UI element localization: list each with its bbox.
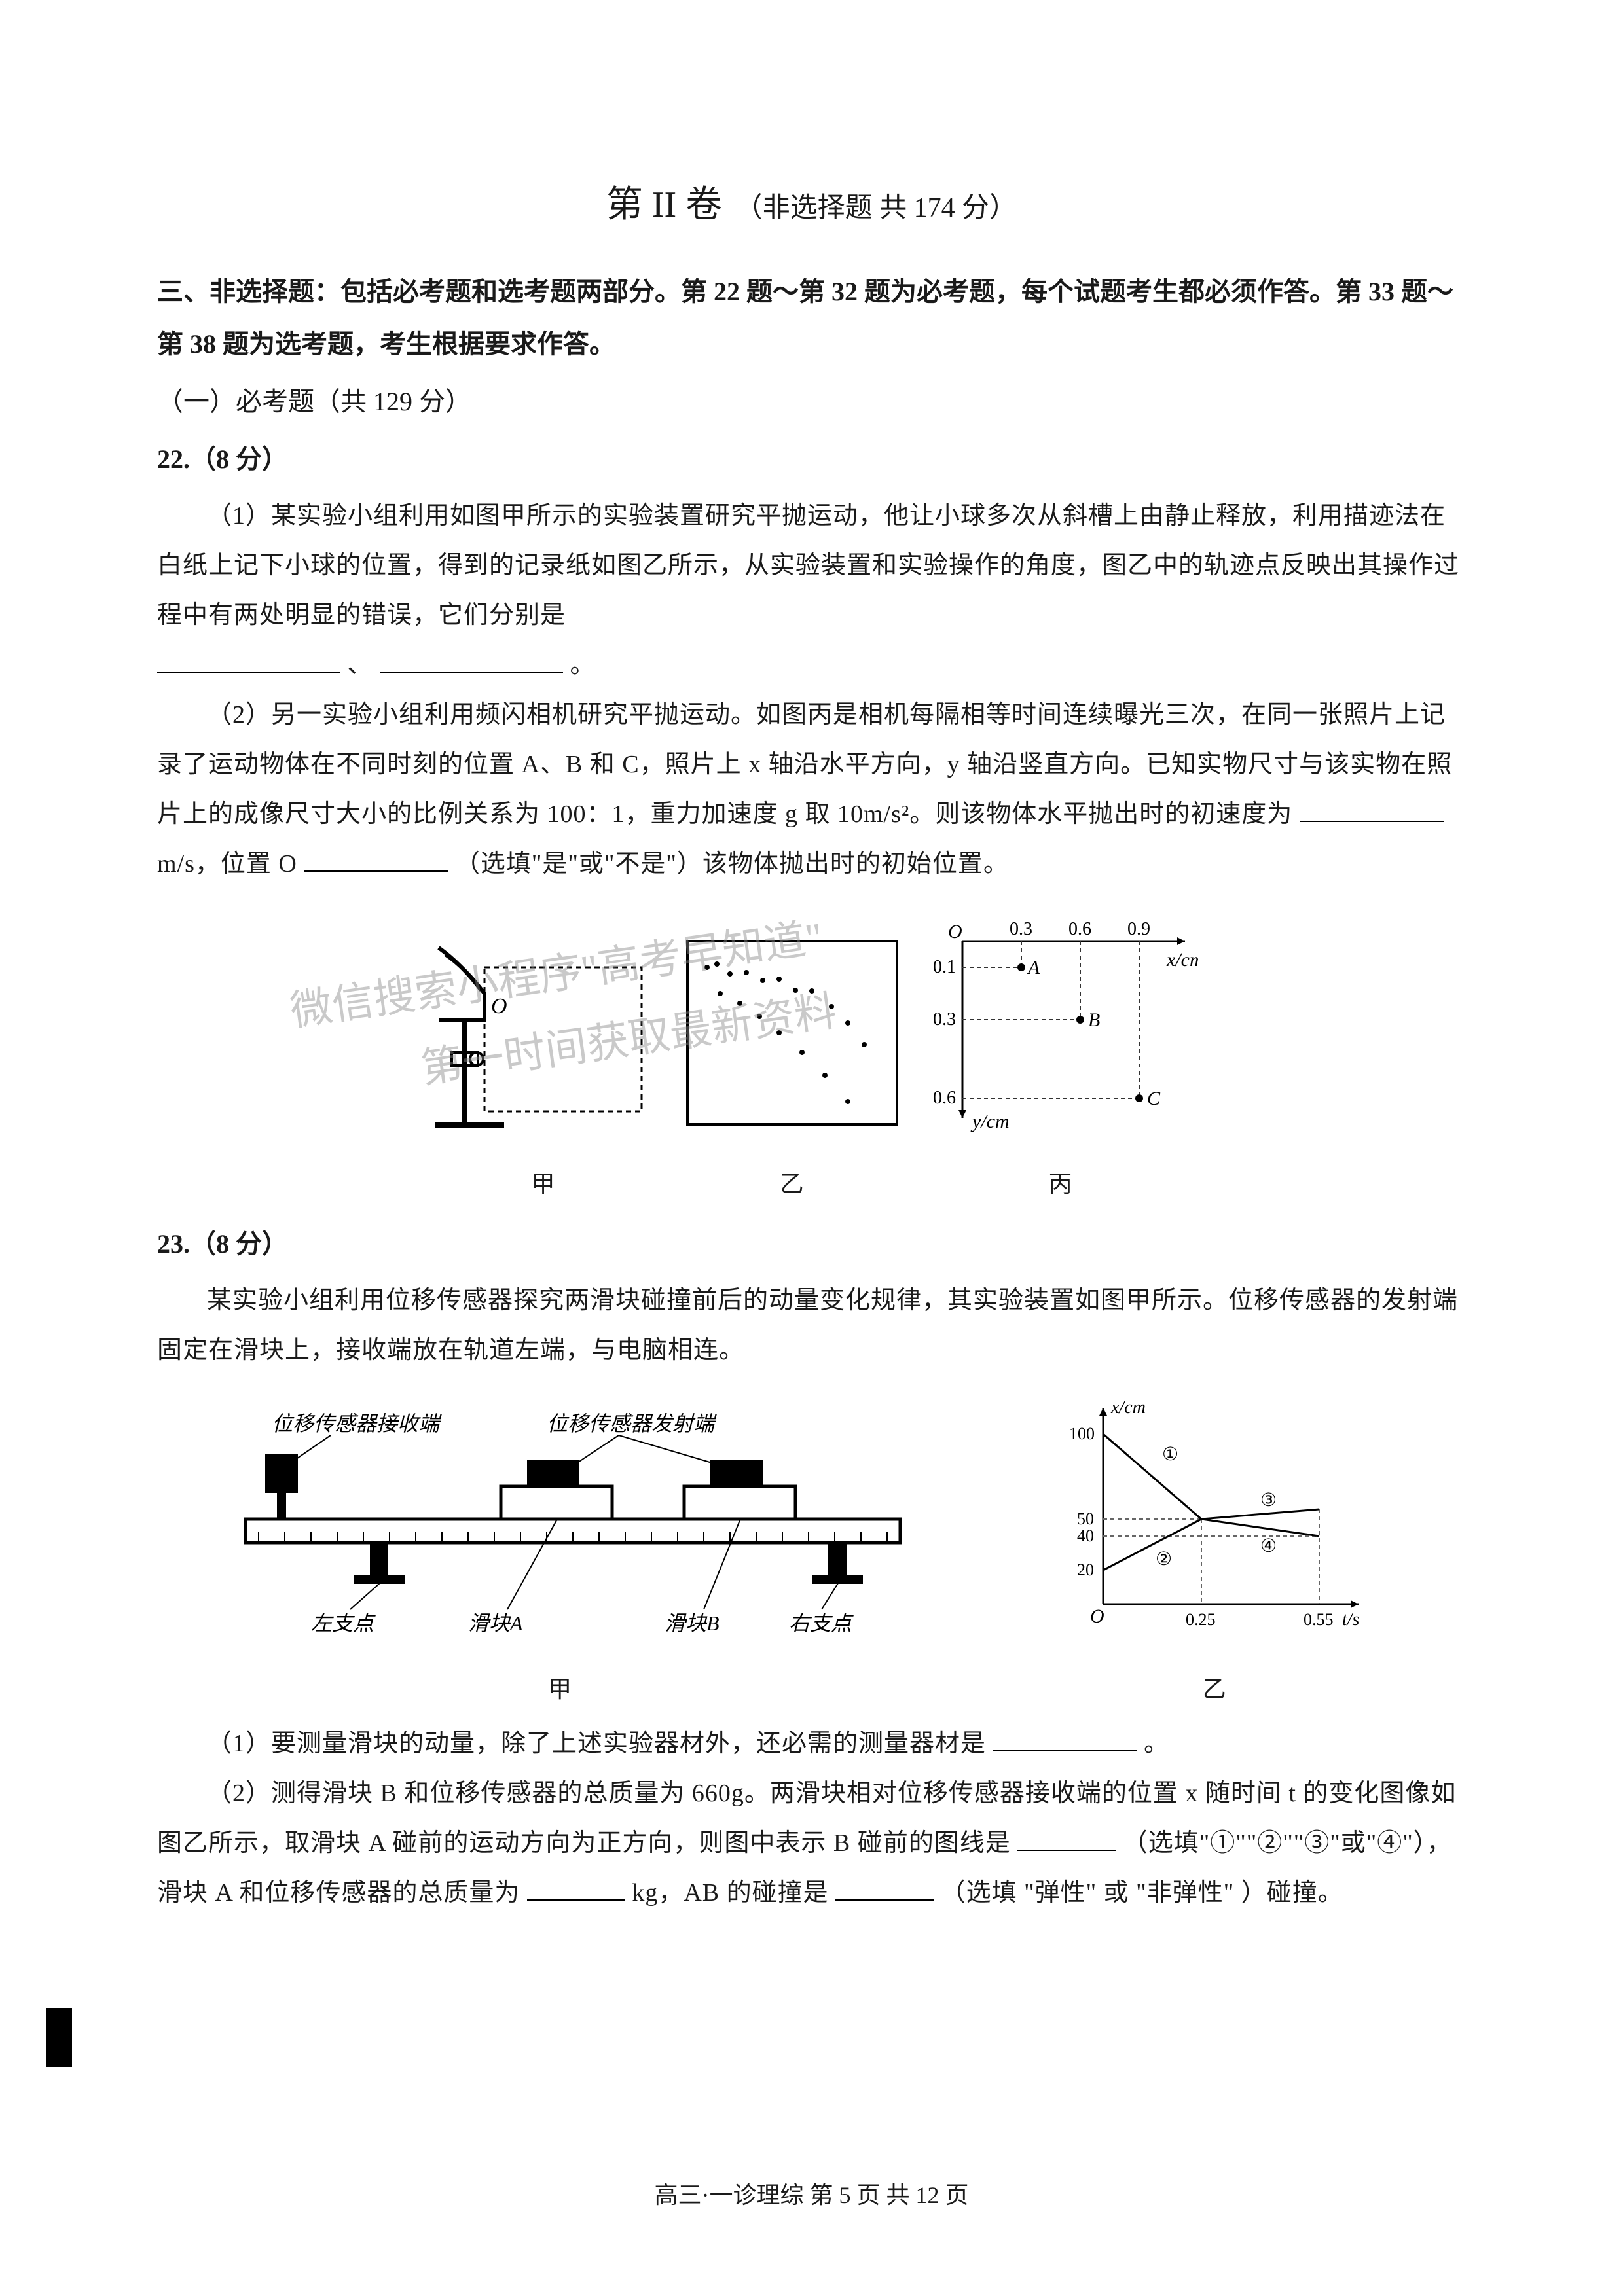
q22-bing-xt0: 0.3	[1010, 919, 1032, 939]
q23-yi-yt1: 40	[1077, 1526, 1094, 1545]
q22-fig-bing-label: 丙	[923, 1162, 1198, 1206]
q23-fig-jia-label: 甲	[157, 1667, 962, 1712]
q23-p1: （1）要测量滑块的动量，除了上述实验器材外，还必需的测量器材是 。	[157, 1719, 1466, 1768]
q23-yi-s2: ②	[1156, 1549, 1172, 1570]
q22-p1-sep: 、	[348, 651, 373, 679]
q23-p1-end: 。	[1144, 1730, 1169, 1757]
title-main: 第 II 卷	[606, 185, 722, 225]
q22-p1: （1）某实验小组利用如图甲所示的实验装置研究平抛运动，他让小球多次从斜槽上由静止…	[157, 491, 1466, 640]
q22-p1-blanks: 、 。	[157, 640, 1466, 690]
q22-blank1[interactable]	[157, 646, 340, 673]
q23-figure-row: 位移传感器接收端 位移传感器发射端	[157, 1395, 1466, 1712]
q23-label-emitter: 位移传感器发射端	[547, 1412, 717, 1435]
q22-fig-bing-svg: O x/cm y/cm 0.3 0.6 0.9 0.1 0.3 0.6 A B …	[923, 908, 1198, 1138]
q23-p2-c: kg，AB 的碰撞是	[632, 1879, 828, 1907]
q22-p1-text-a: （1）某实验小组利用如图甲所示的实验装置研究平抛运动，他让小球多次从斜槽上由静止…	[157, 502, 1459, 629]
page-footer: 高三·一诊理综 第 5 页 共 12 页	[0, 2173, 1623, 2217]
q22-bing-xlabel: x/cm	[1166, 949, 1198, 971]
q23-yi-O: O	[1090, 1605, 1104, 1627]
left-black-tab	[46, 2008, 72, 2067]
q23-p2: （2）测得滑块 B 和位移传感器的总质量为 660g。两滑块相对位移传感器接收端…	[157, 1768, 1466, 1918]
q23-label-right: 右支点	[789, 1611, 854, 1635]
q22-bing-xt2: 0.9	[1127, 919, 1150, 939]
q23-fig-jia: 位移传感器接收端 位移传感器发射端	[157, 1408, 962, 1712]
q22-bing-ylabel: y/cm	[970, 1111, 1010, 1132]
q23-intro: 某实验小组利用位移传感器探究两滑块碰撞前后的动量变化规律，其实验装置如图甲所示。…	[157, 1276, 1466, 1375]
q23-yi-xt1: 0.55	[1304, 1610, 1334, 1629]
section3-heading: 三、非选择题：包括必考题和选考题两部分。第 22 题～第 32 题为必考题，每个…	[157, 266, 1466, 370]
q23-p1-text: （1）要测量滑块的动量，除了上述实验器材外，还必需的测量器材是	[207, 1730, 986, 1757]
q22-figure-row: 微信搜索小程序"高考早知道" 第一时间获取最新资料 O 甲	[157, 908, 1466, 1206]
title-sub: （非选择题 共 174 分）	[735, 193, 1017, 223]
q22-fig-yi-label: 乙	[681, 1162, 903, 1206]
q23-label-A: 滑块A	[468, 1611, 523, 1635]
q23-label-left: 左支点	[311, 1611, 376, 1635]
q22-bing-A: A	[1027, 957, 1040, 978]
q22-bing-yt0: 0.1	[933, 957, 956, 977]
q23-yi-yt0: 20	[1077, 1560, 1094, 1579]
q23-yi-s1: ①	[1162, 1444, 1178, 1465]
q22-jia-O-label: O	[491, 994, 507, 1018]
q22-fig-yi: 乙	[681, 928, 903, 1206]
q22-bing-yt1: 0.3	[933, 1009, 956, 1030]
q23-fig-yi-label: 乙	[962, 1667, 1466, 1712]
q22-fig-bing: O x/cm y/cm 0.3 0.6 0.9 0.1 0.3 0.6 A B …	[923, 908, 1198, 1206]
q22-blank3[interactable]	[1300, 795, 1444, 823]
q23-yi-s3: ③	[1260, 1490, 1277, 1511]
q22-blank4[interactable]	[304, 845, 448, 872]
q23-number: 23.（8 分）	[157, 1219, 1466, 1269]
q22-bing-B: B	[1088, 1009, 1100, 1031]
q23-yi-ylabel: x/cm	[1110, 1397, 1146, 1418]
q22-bing-O: O	[948, 921, 962, 942]
q22-p2-text-c: （选填"是"或"不是"）该物体抛出时的初始位置。	[455, 850, 1009, 878]
q23-yi-yt2: 50	[1077, 1509, 1094, 1528]
q23-label-B: 滑块B	[665, 1611, 720, 1635]
q22-bing-xt1: 0.6	[1068, 919, 1091, 939]
q22-bing-yt2: 0.6	[933, 1088, 956, 1108]
section3-sub: （一）必考题（共 129 分）	[157, 377, 1466, 427]
q22-blank2[interactable]	[380, 646, 563, 673]
q22-number: 22.（8 分）	[157, 435, 1466, 484]
q23-yi-xlabel: t/s	[1342, 1609, 1360, 1630]
q22-p2: （2）另一实验小组利用频闪相机研究平抛运动。如图丙是相机每隔相等时间连续曝光三次…	[157, 690, 1466, 889]
q23-yi-xt0: 0.25	[1186, 1610, 1216, 1629]
q23-fig-yi-svg: O t/s x/cm 20 40 50 100 0.25 0.55 ① ②	[1051, 1395, 1378, 1643]
q22-p2-text-a: （2）另一实验小组利用频闪相机研究平抛运动。如图丙是相机每隔相等时间连续曝光三次…	[157, 701, 1452, 828]
q23-fig-yi: O t/s x/cm 20 40 50 100 0.25 0.55 ① ②	[962, 1395, 1466, 1712]
q22-fig-jia: O 甲	[426, 928, 661, 1206]
q22-fig-jia-svg: O	[426, 928, 661, 1138]
q23-yi-s4: ④	[1260, 1536, 1277, 1556]
q23-label-receiver: 位移传感器接收端	[272, 1412, 442, 1435]
q23-blank1[interactable]	[993, 1724, 1137, 1751]
q22-fig-yi-svg	[681, 928, 903, 1138]
q23-blank2[interactable]	[1017, 1823, 1116, 1851]
q23-fig-jia-svg: 位移传感器接收端 位移传感器发射端	[200, 1408, 920, 1643]
q23-yi-yt3: 100	[1069, 1424, 1095, 1443]
q22-fig-jia-label: 甲	[426, 1162, 661, 1206]
q23-blank4[interactable]	[835, 1873, 934, 1901]
q22-p1-end: 。	[570, 651, 596, 679]
q22-bing-C: C	[1147, 1088, 1161, 1109]
q23-blank3[interactable]	[527, 1873, 625, 1901]
q22-p2-text-b: m/s，位置 O	[157, 850, 297, 878]
q23-p2-d: （选填 "弹性" 或 "非弹性" ）碰撞。	[941, 1879, 1343, 1907]
page-title-row: 第 II 卷 （非选择题 共 174 分）	[157, 170, 1466, 240]
